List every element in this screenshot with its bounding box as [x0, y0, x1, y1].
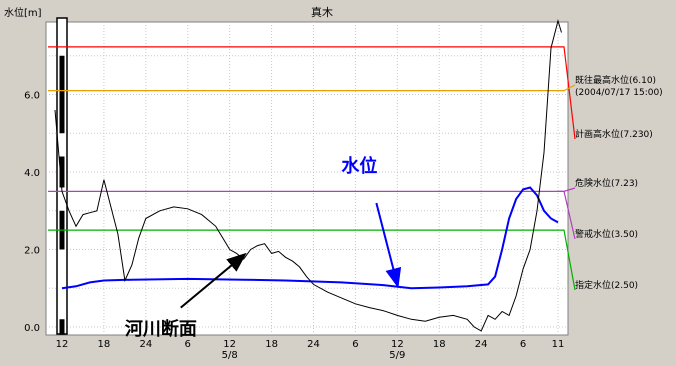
x-tick-label: 6: [352, 339, 358, 350]
reference-label: 既往最高水位(6.10): [575, 74, 656, 86]
annotation-arrow: [375, 202, 402, 289]
series-line: [54, 19, 562, 332]
x-date-label: 5/9: [389, 350, 405, 361]
y-tick-label: 2.0: [24, 246, 40, 257]
y-axis-label: 水位[m]: [4, 6, 42, 19]
reference-label-sub: (2004/07/17 15:00): [575, 88, 663, 98]
x-tick-label: 12: [391, 339, 404, 350]
y-tick-label: 0.0: [24, 323, 40, 334]
y-tick-label: 6.0: [24, 91, 40, 102]
reference-leader: [558, 190, 576, 240]
reference-label: 計画高水位(7.230): [575, 128, 653, 140]
grid-lines: [46, 22, 568, 335]
x-tick-label: 24: [475, 339, 488, 350]
annotation-arrow: [180, 252, 247, 309]
annotation-label: 河川断面: [125, 318, 197, 340]
x-tick-label: 11: [552, 339, 565, 350]
series-layer: [54, 19, 562, 332]
reference-leader: [558, 46, 576, 140]
reference-leader: [558, 229, 576, 291]
y-tick-label: 4.0: [24, 168, 40, 179]
x-tick-label: 24: [307, 339, 320, 350]
x-tick-label: 12: [56, 339, 69, 350]
reference-label: 危険水位(7.23): [575, 177, 638, 189]
x-tick-label: 6: [185, 339, 191, 350]
x-tick-label: 24: [139, 339, 152, 350]
y-tick-labels: 0.0 2.0 4.0 6.0: [24, 91, 40, 335]
gauge-segment: [59, 319, 65, 335]
reference-labels: 計画高水位(7.230) 既往最高水位(6.10) (2004/07/17 15:0…: [558, 46, 663, 291]
x-tick-label: 18: [433, 339, 446, 350]
x-tick-label: 6: [520, 339, 526, 350]
annotation-label: 水位: [341, 155, 377, 177]
gauge-segment: [59, 55, 65, 134]
series-line: [61, 186, 559, 290]
gauge-segment: [59, 156, 65, 188]
reference-lines: [48, 46, 558, 231]
x-date-label: 5/8: [222, 350, 238, 361]
x-tick-label: 18: [265, 339, 278, 350]
reference-label: 指定水位(2.50): [575, 279, 638, 291]
reference-leader: [558, 84, 576, 92]
chart-title: 真木: [311, 5, 333, 19]
x-tick-label: 18: [98, 339, 111, 350]
reference-label: 警戒水位(3.50): [575, 228, 638, 240]
x-tick-label: 12: [223, 339, 236, 350]
x-tick-labels: 12 18 24 6 12 18 24 6 12 18 24 6 11 5/8 5/9: [56, 339, 565, 361]
